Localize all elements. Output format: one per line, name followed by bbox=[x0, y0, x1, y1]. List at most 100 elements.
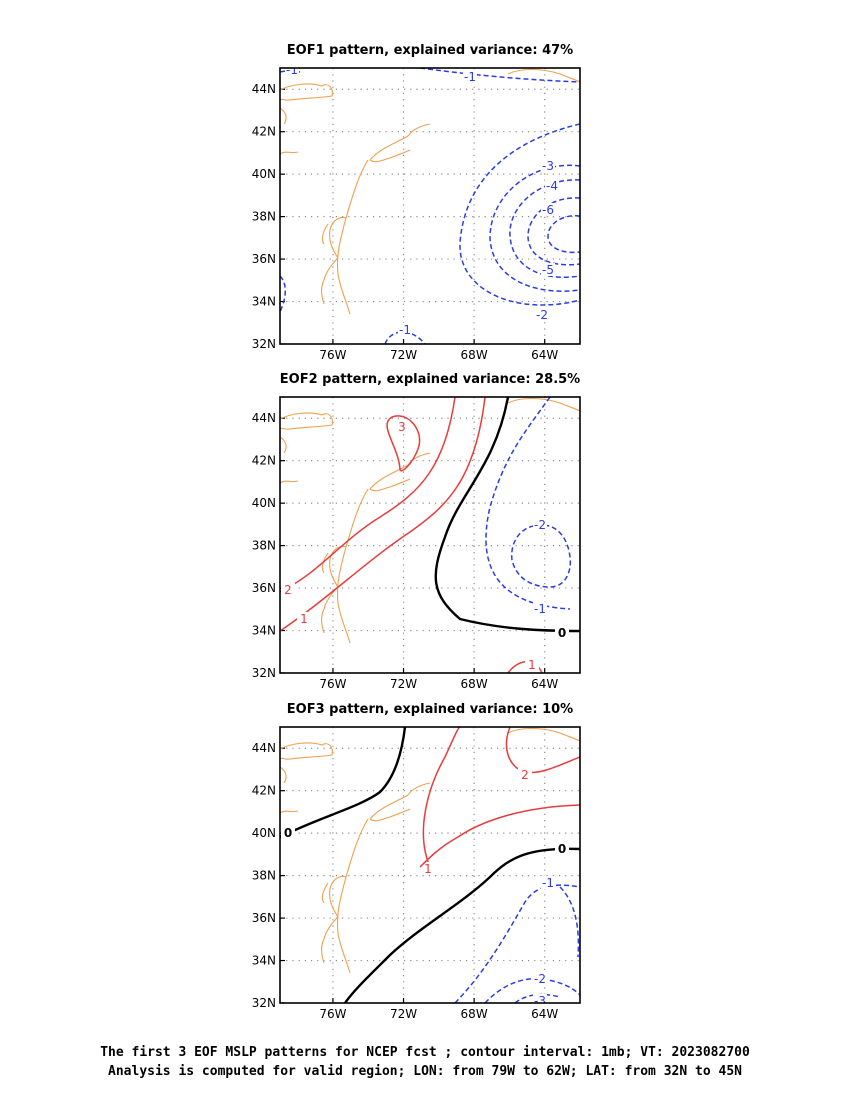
y-tick-label: 32N bbox=[252, 666, 276, 680]
contour-line bbox=[419, 804, 580, 868]
contour-line bbox=[489, 164, 580, 292]
contour-label-bg bbox=[533, 518, 547, 531]
coastline bbox=[369, 149, 411, 163]
y-tick-label: 34N bbox=[252, 624, 276, 638]
coastline bbox=[321, 916, 339, 964]
contour-label-bg bbox=[395, 420, 409, 433]
contour-label: -2 bbox=[536, 308, 548, 322]
panel-plot-area: 3 2 1 0 -1 -2 1 bbox=[280, 397, 580, 673]
contour-label: -3 bbox=[534, 994, 546, 1008]
contour-label: 2 bbox=[284, 583, 292, 597]
contour-label: -5 bbox=[542, 263, 554, 277]
contour-label-bg bbox=[518, 768, 532, 781]
panel-title: EOF3 pattern, explained variance: 10% bbox=[287, 702, 573, 717]
contour-label: 0 bbox=[558, 842, 566, 856]
contour-line bbox=[386, 415, 421, 472]
contour-label-bg bbox=[281, 826, 295, 839]
contour-label-bg bbox=[545, 179, 559, 192]
y-tick-label: 44N bbox=[252, 741, 276, 755]
y-tick-label: 40N bbox=[252, 826, 276, 840]
coastline bbox=[336, 818, 369, 974]
footer-line-1: The first 3 EOF MSLP patterns for NCEP f… bbox=[100, 1045, 750, 1060]
x-tick-label: 76W bbox=[319, 677, 346, 691]
contour-line bbox=[280, 275, 286, 313]
coastline bbox=[369, 478, 411, 492]
y-tick-label: 42N bbox=[252, 454, 276, 468]
x-tick-label: 68W bbox=[461, 1007, 488, 1021]
contour-line bbox=[454, 884, 580, 1003]
x-tick-label: 68W bbox=[461, 348, 488, 362]
panel-clipped: 3 2 1 0 -1 -2 1 bbox=[280, 397, 580, 673]
coastline bbox=[369, 808, 411, 822]
coastline bbox=[321, 882, 329, 904]
x-tick-label: 72W bbox=[390, 677, 417, 691]
contour-label: -3 bbox=[542, 159, 554, 173]
contour-line bbox=[559, 886, 580, 958]
y-tick-label: 36N bbox=[252, 911, 276, 925]
contour-line bbox=[505, 727, 580, 774]
y-tick-label: 36N bbox=[252, 252, 276, 266]
coastline bbox=[280, 810, 299, 814]
contour-line bbox=[547, 215, 580, 254]
panel-title: EOF2 pattern, explained variance: 28.5% bbox=[280, 372, 580, 387]
contour-label: 2 bbox=[521, 768, 529, 782]
contour-label-bg bbox=[555, 626, 569, 639]
y-tick-label: 34N bbox=[252, 295, 276, 309]
y-tick-label: 34N bbox=[252, 954, 276, 968]
x-tick-label: 64W bbox=[531, 348, 558, 362]
y-tick-label: 44N bbox=[252, 82, 276, 96]
y-tick-label: 42N bbox=[252, 784, 276, 798]
contour-label-bg bbox=[541, 263, 555, 276]
y-tick-label: 40N bbox=[252, 167, 276, 181]
contour-label-bg bbox=[285, 68, 299, 76]
eof1-panel: EOF1 pattern, explained variance: 47% 76W… bbox=[252, 43, 581, 362]
contour-label-bg bbox=[297, 612, 311, 625]
panel-plot-area: -1 -2 -3 -4 -5 -6 -1 -1 bbox=[280, 63, 580, 344]
contour-label-bg bbox=[421, 862, 435, 875]
coastline bbox=[507, 727, 580, 742]
contour-label: -1 bbox=[542, 876, 554, 890]
coastline bbox=[329, 875, 347, 918]
coastline bbox=[321, 586, 339, 634]
coastline bbox=[369, 782, 431, 820]
y-tick-label: 36N bbox=[252, 581, 276, 595]
eof3-panel: EOF3 pattern, explained variance: 10% 76W… bbox=[252, 702, 581, 1021]
contour-label-bg bbox=[541, 159, 555, 172]
panel-clipped: -1 -2 -3 -4 -5 -6 -1 -1 bbox=[280, 63, 580, 344]
contour-label-bg bbox=[463, 70, 477, 83]
x-tick-label: 68W bbox=[461, 677, 488, 691]
contour-line bbox=[485, 397, 571, 610]
contour-label-bg bbox=[525, 658, 539, 671]
x-tick-label: 72W bbox=[390, 348, 417, 362]
contour-label: -1 bbox=[286, 63, 298, 77]
contour-label-bg bbox=[541, 203, 555, 216]
y-tick-label: 40N bbox=[252, 496, 276, 510]
contour-label-bg bbox=[533, 994, 547, 1003]
panel-clipped: 0 0 1 2 -1 -2 -3 bbox=[280, 727, 580, 1008]
y-tick-label: 42N bbox=[252, 125, 276, 139]
contour-label-bg bbox=[541, 876, 555, 889]
panel-frame bbox=[279, 67, 581, 345]
contour-label: -2 bbox=[534, 518, 546, 532]
contour-label: -1 bbox=[399, 323, 411, 337]
contour-label-bg bbox=[281, 583, 295, 596]
y-tick-label: 32N bbox=[252, 337, 276, 351]
contour-line bbox=[459, 123, 580, 306]
x-tick-label: 64W bbox=[531, 677, 558, 691]
coastline bbox=[280, 412, 333, 430]
contour-label: 3 bbox=[398, 420, 406, 434]
eof2-panel: EOF2 pattern, explained variance: 28.5% 7… bbox=[252, 372, 581, 691]
contour-label-bg bbox=[535, 308, 549, 321]
contour-label: -4 bbox=[546, 179, 558, 193]
panel-frame bbox=[279, 726, 581, 1004]
contour-line bbox=[510, 524, 572, 588]
y-tick-label: 38N bbox=[252, 210, 276, 224]
coastline bbox=[280, 83, 333, 101]
coastline bbox=[280, 766, 287, 784]
x-tick-label: 76W bbox=[319, 1007, 346, 1021]
x-tick-label: 72W bbox=[390, 1007, 417, 1021]
eof-figure: EOF1 pattern, explained variance: 47% 76W… bbox=[252, 43, 581, 1021]
coastline bbox=[336, 488, 369, 644]
contour-line bbox=[419, 68, 580, 83]
contour-line bbox=[527, 197, 580, 266]
